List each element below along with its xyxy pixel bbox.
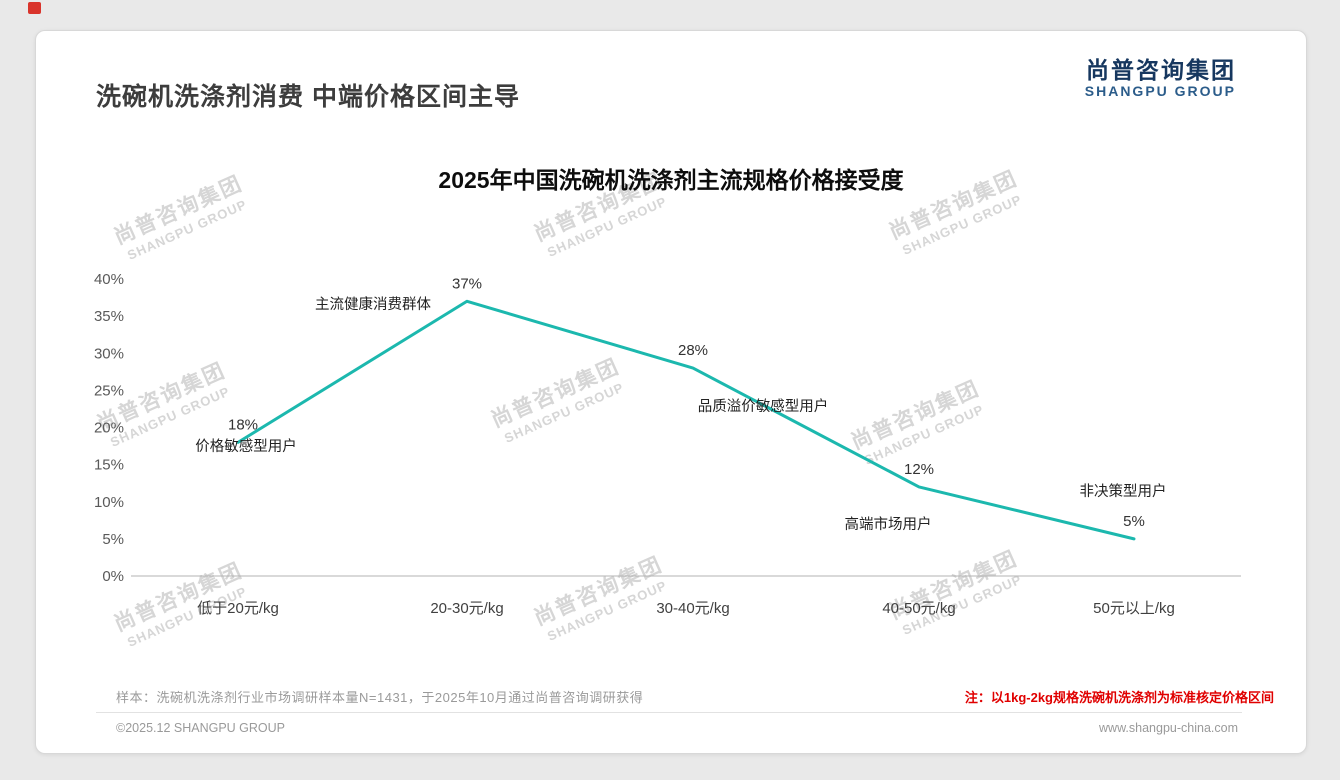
annotation-label: 高端市场用户 bbox=[845, 516, 932, 533]
acceptance-line bbox=[236, 299, 1136, 541]
annotation-label: 品质溢价敏感型用户 bbox=[698, 398, 829, 415]
chart-title: 2025年中国洗碗机洗涤剂主流规格价格接受度 bbox=[438, 167, 904, 193]
report-card: 尚普咨询集团 SHANGPU GROUP 尚普咨询集团 SHANGPU GROUP 尚普… bbox=[35, 30, 1307, 754]
x-category-label: 40-50元/kg bbox=[882, 600, 955, 617]
y-tick-label: 30% bbox=[94, 345, 124, 362]
x-category-label: 20-30元/kg bbox=[430, 600, 503, 617]
value-label: 18% bbox=[228, 416, 258, 433]
y-tick-label: 0% bbox=[102, 568, 124, 585]
y-tick-label: 10% bbox=[94, 494, 124, 511]
company-logo-english: SHANGPU GROUP bbox=[1084, 83, 1236, 100]
report-content: 洗碗机洗涤剂消费 中端价格区间主导 尚普咨询集团 SHANGPU GROUP 2… bbox=[36, 31, 1306, 753]
line-chart: 0% 5% 10% 15% 20% 25% 30% 35% 40% 18% 37% 28% 12% 5% 价… bbox=[94, 271, 1241, 617]
value-label: 28% bbox=[678, 342, 708, 359]
price-basis-note: 注：以1kg-2kg规格洗碗机洗涤剂为标准核定价格区间 bbox=[964, 690, 1274, 705]
y-tick-label: 25% bbox=[94, 382, 124, 399]
copyright-text: ©2025.12 SHANGPU GROUP bbox=[116, 721, 285, 735]
company-logo-chinese: 尚普咨询集团 bbox=[1086, 57, 1236, 83]
company-logo: 尚普咨询集团 SHANGPU GROUP bbox=[1085, 57, 1236, 100]
page-title: 洗碗机洗涤剂消费 中端价格区间主导 bbox=[96, 83, 520, 111]
annotation-label: 主流健康消费群体 bbox=[315, 296, 431, 313]
value-label: 12% bbox=[904, 461, 934, 478]
y-tick-label: 40% bbox=[94, 271, 124, 288]
x-category-label: 30-40元/kg bbox=[656, 600, 729, 617]
y-tick-label: 15% bbox=[94, 457, 124, 474]
red-corner-mark bbox=[28, 2, 41, 14]
website-text: www.shangpu-china.com bbox=[1099, 721, 1238, 735]
annotation-label: 非决策型用户 bbox=[1080, 483, 1167, 500]
value-label: 5% bbox=[1123, 513, 1145, 530]
x-category-label: 50元以上/kg bbox=[1093, 600, 1175, 617]
sample-note: 样本：洗碗机洗涤剂行业市场调研样本量N=1431，于2025年10月通过尚普咨询… bbox=[116, 690, 644, 705]
y-tick-label: 20% bbox=[94, 420, 124, 437]
value-label: 37% bbox=[452, 275, 482, 292]
y-tick-label: 5% bbox=[102, 531, 124, 548]
y-tick-label: 35% bbox=[94, 308, 124, 325]
x-category-label: 低于20元/kg bbox=[197, 600, 279, 617]
annotation-label: 价格敏感型用户 bbox=[195, 438, 297, 455]
footer-divider bbox=[96, 712, 1242, 713]
